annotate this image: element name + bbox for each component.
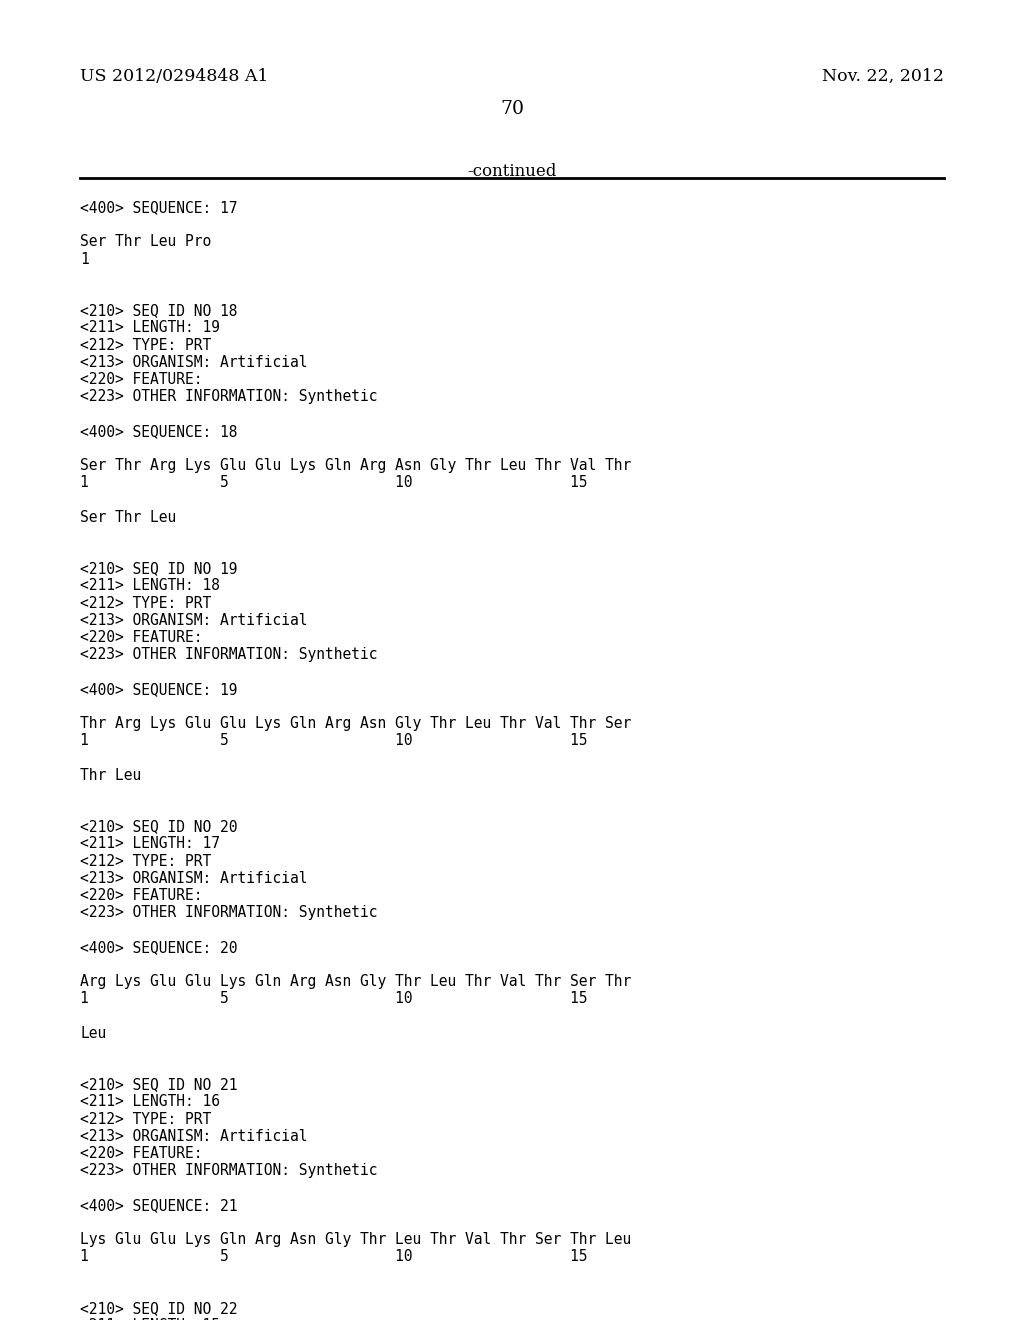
Text: <400> SEQUENCE: 21: <400> SEQUENCE: 21 — [80, 1197, 238, 1213]
Text: <211> LENGTH: 18: <211> LENGTH: 18 — [80, 578, 220, 594]
Text: <213> ORGANISM: Artificial: <213> ORGANISM: Artificial — [80, 612, 307, 628]
Text: Lys Glu Glu Lys Gln Arg Asn Gly Thr Leu Thr Val Thr Ser Thr Leu: Lys Glu Glu Lys Gln Arg Asn Gly Thr Leu … — [80, 1232, 631, 1247]
Text: Thr Arg Lys Glu Glu Lys Gln Arg Asn Gly Thr Leu Thr Val Thr Ser: Thr Arg Lys Glu Glu Lys Gln Arg Asn Gly … — [80, 715, 631, 731]
Text: <223> OTHER INFORMATION: Synthetic: <223> OTHER INFORMATION: Synthetic — [80, 647, 378, 663]
Text: <400> SEQUENCE: 18: <400> SEQUENCE: 18 — [80, 424, 238, 438]
Text: 1: 1 — [80, 252, 89, 267]
Text: <211> LENGTH: 17: <211> LENGTH: 17 — [80, 837, 220, 851]
Text: <213> ORGANISM: Artificial: <213> ORGANISM: Artificial — [80, 871, 307, 886]
Text: <211> LENGTH: 16: <211> LENGTH: 16 — [80, 1094, 220, 1109]
Text: <213> ORGANISM: Artificial: <213> ORGANISM: Artificial — [80, 355, 307, 370]
Text: <220> FEATURE:: <220> FEATURE: — [80, 372, 203, 387]
Text: Arg Lys Glu Glu Lys Gln Arg Asn Gly Thr Leu Thr Val Thr Ser Thr: Arg Lys Glu Glu Lys Gln Arg Asn Gly Thr … — [80, 974, 631, 989]
Text: Ser Thr Leu: Ser Thr Leu — [80, 510, 176, 524]
Text: Thr Leu: Thr Leu — [80, 768, 141, 783]
Text: <212> TYPE: PRT: <212> TYPE: PRT — [80, 854, 211, 869]
Text: <220> FEATURE:: <220> FEATURE: — [80, 888, 203, 903]
Text: <210> SEQ ID NO 22: <210> SEQ ID NO 22 — [80, 1300, 238, 1316]
Text: <210> SEQ ID NO 19: <210> SEQ ID NO 19 — [80, 561, 238, 577]
Text: 1               5                   10                  15: 1 5 10 15 — [80, 1249, 588, 1265]
Text: <210> SEQ ID NO 18: <210> SEQ ID NO 18 — [80, 304, 238, 318]
Text: <220> FEATURE:: <220> FEATURE: — [80, 1146, 203, 1162]
Text: US 2012/0294848 A1: US 2012/0294848 A1 — [80, 69, 268, 84]
Text: <400> SEQUENCE: 20: <400> SEQUENCE: 20 — [80, 940, 238, 954]
Text: Ser Thr Arg Lys Glu Glu Lys Gln Arg Asn Gly Thr Leu Thr Val Thr: Ser Thr Arg Lys Glu Glu Lys Gln Arg Asn … — [80, 458, 631, 473]
Text: -continued: -continued — [467, 162, 557, 180]
Text: 1               5                   10                  15: 1 5 10 15 — [80, 991, 588, 1006]
Text: Ser Thr Leu Pro: Ser Thr Leu Pro — [80, 235, 211, 249]
Text: <213> ORGANISM: Artificial: <213> ORGANISM: Artificial — [80, 1129, 307, 1144]
Text: Nov. 22, 2012: Nov. 22, 2012 — [822, 69, 944, 84]
Text: <212> TYPE: PRT: <212> TYPE: PRT — [80, 1111, 211, 1126]
Text: <223> OTHER INFORMATION: Synthetic: <223> OTHER INFORMATION: Synthetic — [80, 389, 378, 404]
Text: <210> SEQ ID NO 21: <210> SEQ ID NO 21 — [80, 1077, 238, 1092]
Text: <400> SEQUENCE: 17: <400> SEQUENCE: 17 — [80, 201, 238, 215]
Text: Leu: Leu — [80, 1026, 106, 1040]
Text: <210> SEQ ID NO 20: <210> SEQ ID NO 20 — [80, 820, 238, 834]
Text: 1               5                   10                  15: 1 5 10 15 — [80, 475, 588, 490]
Text: <223> OTHER INFORMATION: Synthetic: <223> OTHER INFORMATION: Synthetic — [80, 906, 378, 920]
Text: <211> LENGTH: 19: <211> LENGTH: 19 — [80, 321, 220, 335]
Text: 1               5                   10                  15: 1 5 10 15 — [80, 733, 588, 748]
Text: <212> TYPE: PRT: <212> TYPE: PRT — [80, 338, 211, 352]
Text: <212> TYPE: PRT: <212> TYPE: PRT — [80, 595, 211, 611]
Text: <211> LENGTH: 15: <211> LENGTH: 15 — [80, 1317, 220, 1320]
Text: <220> FEATURE:: <220> FEATURE: — [80, 630, 203, 645]
Text: <400> SEQUENCE: 19: <400> SEQUENCE: 19 — [80, 681, 238, 697]
Text: 70: 70 — [500, 100, 524, 117]
Text: <223> OTHER INFORMATION: Synthetic: <223> OTHER INFORMATION: Synthetic — [80, 1163, 378, 1179]
